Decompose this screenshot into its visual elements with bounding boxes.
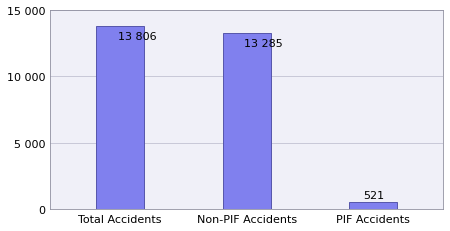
Text: 13 806: 13 806 (117, 32, 156, 42)
Bar (96, 27, 144, 209)
Bar (223, 33, 271, 209)
Bar (349, 202, 397, 209)
Text: 521: 521 (363, 190, 384, 200)
Text: 13 285: 13 285 (244, 39, 283, 49)
